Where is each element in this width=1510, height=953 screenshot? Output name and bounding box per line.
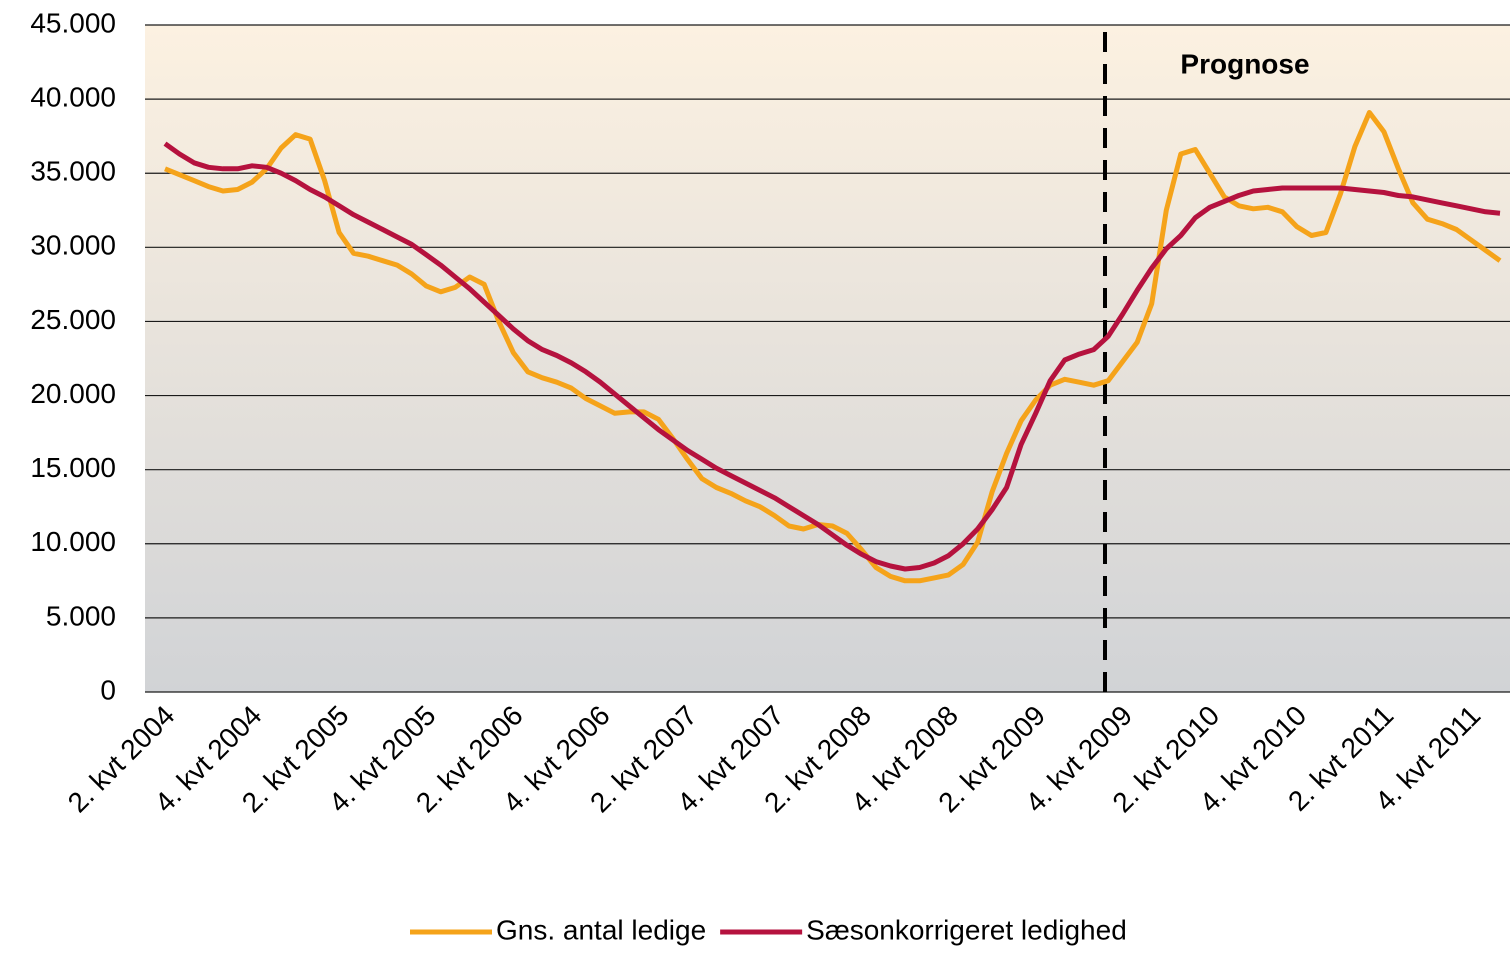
y-tick-label: 35.000 xyxy=(30,156,116,187)
y-tick-label: 10.000 xyxy=(30,526,116,557)
y-tick-label: 25.000 xyxy=(30,304,116,335)
y-tick-label: 30.000 xyxy=(30,230,116,261)
series-line xyxy=(164,110,1502,584)
grid xyxy=(145,24,1510,693)
y-tick-label: 45.000 xyxy=(30,7,116,38)
y-tick-label: 0 xyxy=(100,674,116,705)
series-line xyxy=(163,141,1501,572)
plot-background xyxy=(145,25,1510,692)
y-tick-label: 5.000 xyxy=(46,600,116,631)
annotation: Prognose xyxy=(1180,48,1309,79)
y-tick-label: 20.000 xyxy=(30,378,116,409)
y-tick-label: 40.000 xyxy=(30,82,116,113)
y-tick-label: 15.000 xyxy=(30,452,116,483)
legend-label: Sæsonkorrigeret ledighed xyxy=(806,914,1127,945)
legend-label: Gns. antal ledige xyxy=(496,914,706,945)
